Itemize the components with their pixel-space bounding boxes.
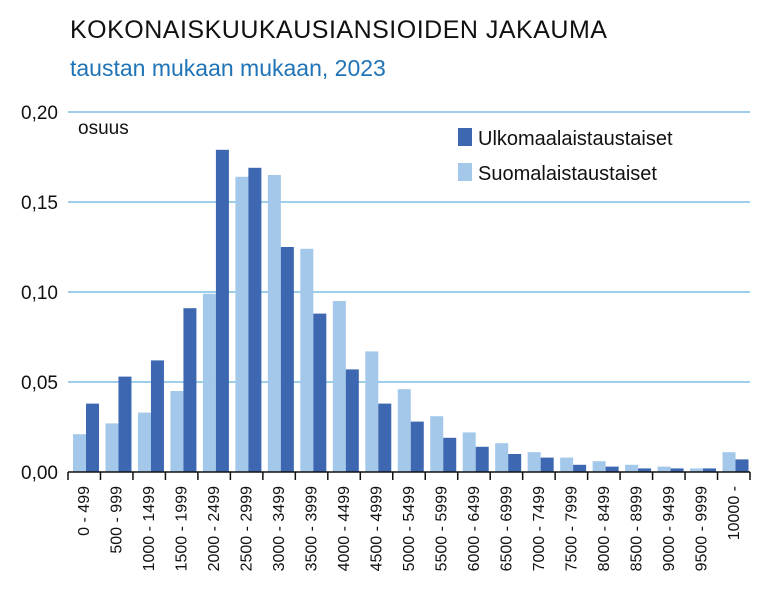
bar-ulkomaalaistaustaiset <box>313 313 327 472</box>
x-tick-label: 8500 - 8999 <box>628 486 645 572</box>
x-tick-label: 10000 - <box>726 486 743 540</box>
bar-suomalaistaustaiset <box>137 412 151 472</box>
x-tick-label: 9000 - 9499 <box>661 486 678 572</box>
bar-suomalaistaustaiset <box>105 423 119 472</box>
bar-suomalaistaustaiset <box>73 434 86 472</box>
x-tick-label: 2500 - 2999 <box>239 486 256 572</box>
bar-suomalaistaustaiset <box>267 175 281 472</box>
x-tick-label: 5000 - 5499 <box>401 486 418 572</box>
axes <box>67 471 751 480</box>
x-tick-label: 3000 - 3499 <box>271 486 288 572</box>
x-tick-label: 9500 - 9999 <box>693 486 710 572</box>
bar-suomalaistaustaiset <box>592 461 606 472</box>
x-tick-label: 0 - 499 <box>76 486 93 536</box>
x-tick-label: 3500 - 3999 <box>304 486 321 572</box>
bars <box>73 149 749 473</box>
y-tick-label: 0,20 <box>21 103 58 124</box>
chart-title: KOKONAISKUUKAUSIANSIOIDEN JAKAUMA <box>70 16 608 44</box>
x-tick-label: 6000 - 6499 <box>466 486 483 572</box>
legend: Ulkomaalaistaustaiset Suomalaistaustaise… <box>458 128 673 185</box>
bar-ulkomaalaistaustaiset <box>670 468 684 472</box>
y-tick-label: 0,05 <box>21 373 58 394</box>
bar-ulkomaalaistaustaiset <box>703 468 717 472</box>
bar-ulkomaalaistaustaiset <box>573 464 587 472</box>
gridlines <box>68 111 750 383</box>
bar-ulkomaalaistaustaiset <box>150 360 164 472</box>
x-tick-label: 7500 - 7999 <box>563 486 580 572</box>
bar-ulkomaalaistaustaiset <box>410 421 424 472</box>
bar-suomalaistaustaiset <box>300 248 314 472</box>
bar-ulkomaalaistaustaiset <box>215 149 229 473</box>
legend-swatch-suomalaistaustaiset <box>458 163 472 181</box>
bar-suomalaistaustaiset <box>430 416 444 472</box>
legend-swatch-ulkomaalaistaustaiset <box>458 128 472 146</box>
bar-ulkomaalaistaustaiset <box>508 454 522 472</box>
bar-suomalaistaustaiset <box>397 389 411 472</box>
bar-ulkomaalaistaustaiset <box>378 403 392 472</box>
x-tick-label: 1500 - 1999 <box>174 486 191 572</box>
x-tick-label: 500 - 999 <box>109 486 126 554</box>
x-tick-label: 5500 - 5999 <box>433 486 450 572</box>
bar-ulkomaalaistaustaiset <box>280 247 294 472</box>
bar-suomalaistaustaiset <box>332 301 346 472</box>
bar-ulkomaalaistaustaiset <box>443 437 457 472</box>
y-tick-label: 0,10 <box>21 283 58 304</box>
bar-ulkomaalaistaustaiset <box>475 446 489 472</box>
x-tick-label: 2000 - 2499 <box>206 486 223 572</box>
y-tick-labels: 0,00 0,05 0,10 0,15 0,20 <box>21 103 58 484</box>
bar-suomalaistaustaiset <box>495 443 509 472</box>
y-axis-unit-label: osuus <box>78 118 129 139</box>
x-tick-label: 7000 - 7499 <box>531 486 548 572</box>
bar-suomalaistaustaiset <box>365 351 379 472</box>
x-tick-label: 8000 - 8499 <box>596 486 613 572</box>
y-tick-label: 0,00 <box>21 463 58 484</box>
bar-suomalaistaustaiset <box>462 432 476 472</box>
x-tick-label: 4000 - 4499 <box>336 486 353 572</box>
bar-suomalaistaustaiset <box>527 452 541 472</box>
bar-ulkomaalaistaustaiset <box>183 308 197 472</box>
chart-subtitle: taustan mukaan mukaan, 2023 <box>70 55 386 81</box>
y-tick-label: 0,15 <box>21 193 58 214</box>
bar-suomalaistaustaiset <box>625 464 639 472</box>
bar-suomalaistaustaiset <box>690 468 704 472</box>
bar-suomalaistaustaiset <box>202 293 216 472</box>
bar-suomalaistaustaiset <box>170 391 184 472</box>
bar-suomalaistaustaiset <box>657 466 671 472</box>
x-tick-label: 1000 - 1499 <box>141 486 158 572</box>
bar-ulkomaalaistaustaiset <box>118 376 132 472</box>
bar-ulkomaalaistaustaiset <box>86 403 99 472</box>
bar-ulkomaalaistaustaiset <box>540 457 554 472</box>
bar-suomalaistaustaiset <box>722 452 736 472</box>
bar-ulkomaalaistaustaiset <box>735 459 749 472</box>
legend-label-suomalaistaustaiset: Suomalaistaustaiset <box>478 163 657 185</box>
bar-ulkomaalaistaustaiset <box>638 468 652 472</box>
bar-suomalaistaustaiset <box>560 457 574 472</box>
bar-suomalaistaustaiset <box>235 176 249 473</box>
legend-label-ulkomaalaistaustaiset: Ulkomaalaistaustaiset <box>478 128 673 150</box>
x-tick-label: 6500 - 6999 <box>498 486 515 572</box>
bar-ulkomaalaistaustaiset <box>605 466 619 472</box>
x-tick-label: 4500 - 4999 <box>369 486 386 572</box>
bar-ulkomaalaistaustaiset <box>248 167 262 473</box>
x-tick-labels: 0 - 499 500 - 999 1000 - 1499 1500 - 1999 20… <box>76 486 743 572</box>
bar-ulkomaalaistaustaiset <box>345 369 359 472</box>
